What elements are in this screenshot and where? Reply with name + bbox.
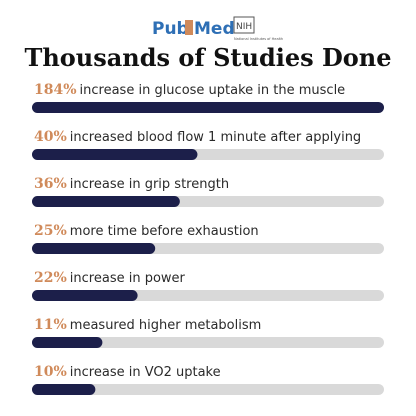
bar-track (32, 384, 384, 395)
item-text: 25% more time before exhaustion (34, 223, 259, 239)
item-percent: 36% (34, 176, 67, 192)
logo-book (185, 20, 193, 35)
item-text: 36% increase in grip strength (34, 176, 229, 192)
item-text: 10% increase in VO2 uptake (34, 364, 221, 380)
bar-fill (32, 102, 384, 113)
item-percent: 184% (34, 82, 77, 98)
item-text: 11% measured higher metabolism (34, 317, 261, 333)
item-percent: 25% (34, 223, 67, 239)
item-label: increase in glucose uptake in the muscle (80, 83, 346, 98)
nih-box (233, 16, 255, 34)
item-percent: 22% (34, 270, 67, 286)
bar-fill (32, 149, 198, 160)
item-text: 40% increased blood flow 1 minute after a… (34, 129, 361, 145)
title: Thousands of Studies Done (24, 43, 391, 72)
item-percent: 40% (34, 129, 67, 145)
bar-fill (32, 337, 103, 348)
item-label: increased blood flow 1 minute after appl… (70, 130, 361, 145)
bar-fill (32, 290, 138, 301)
item-percent: 10% (34, 364, 67, 380)
item-label: more time before exhaustion (70, 224, 259, 239)
item-label: increase in power (70, 271, 186, 286)
item-label: measured higher metabolism (70, 318, 262, 333)
item-label: increase in VO2 uptake (70, 365, 221, 380)
item-text: 184% increase in glucose uptake in the mu… (34, 82, 345, 98)
item-text: 22% increase in power (34, 270, 186, 286)
item-percent: 11% (34, 317, 67, 333)
logo-pub: Pub (152, 19, 189, 39)
item-label: increase in grip strength (70, 177, 229, 192)
bar-fill (32, 196, 180, 207)
bar-fill (32, 384, 96, 395)
logo-med: Med (194, 19, 235, 39)
logo: Pub Med NIH National Institutes of Healt… (152, 16, 283, 41)
bar-track (32, 337, 384, 348)
bar-fill (32, 243, 156, 254)
nih-sub: National Institutes of Health (234, 37, 283, 41)
nih: NIH (236, 22, 252, 32)
